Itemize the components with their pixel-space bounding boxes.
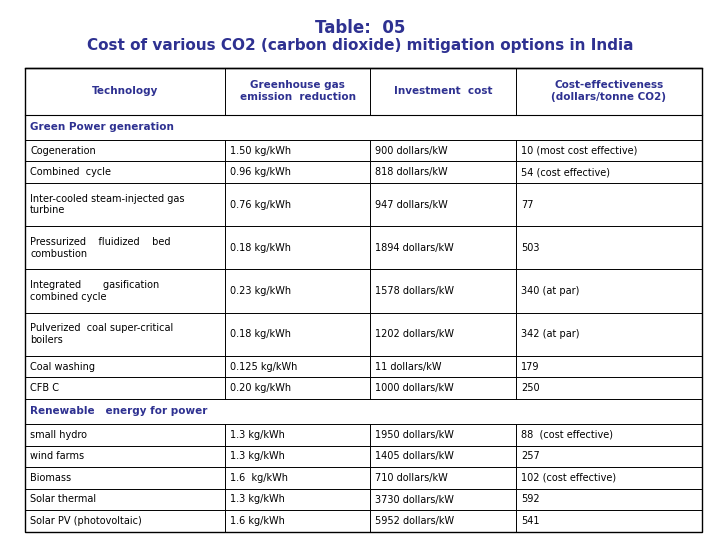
Text: Integrated       gasification
combined cycle: Integrated gasification combined cycle <box>30 280 160 302</box>
Text: wind farms: wind farms <box>30 451 84 461</box>
Text: 1.3 kg/kWh: 1.3 kg/kWh <box>230 430 285 440</box>
Text: 900 dollars/kW: 900 dollars/kW <box>375 146 448 156</box>
Text: Greenhouse gas
emission  reduction: Greenhouse gas emission reduction <box>240 80 356 102</box>
Text: Pulverized  coal super-critical
boilers: Pulverized coal super-critical boilers <box>30 323 174 345</box>
Text: 11 dollars/kW: 11 dollars/kW <box>375 362 442 372</box>
Text: 0.23 kg/kWh: 0.23 kg/kWh <box>230 286 291 296</box>
Text: Cogeneration: Cogeneration <box>30 146 96 156</box>
Text: Table:  05: Table: 05 <box>315 19 405 37</box>
Text: 1.3 kg/kWh: 1.3 kg/kWh <box>230 495 285 504</box>
Text: 1405 dollars/kW: 1405 dollars/kW <box>375 451 454 461</box>
Text: CFB C: CFB C <box>30 383 59 393</box>
Text: 1578 dollars/kW: 1578 dollars/kW <box>375 286 454 296</box>
Text: 1.6 kg/kWh: 1.6 kg/kWh <box>230 516 285 526</box>
Text: 503: 503 <box>521 243 539 253</box>
Text: 342 (at par): 342 (at par) <box>521 329 580 339</box>
Text: small hydro: small hydro <box>30 430 87 440</box>
Text: Investment  cost: Investment cost <box>394 86 492 96</box>
Text: 541: 541 <box>521 516 539 526</box>
Text: 0.125 kg/kWh: 0.125 kg/kWh <box>230 362 297 372</box>
Text: 10 (most cost effective): 10 (most cost effective) <box>521 146 637 156</box>
Text: Pressurized    fluidized    bed
combustion: Pressurized fluidized bed combustion <box>30 237 171 259</box>
Text: 1.6  kg/kWh: 1.6 kg/kWh <box>230 473 288 483</box>
Text: 3730 dollars/kW: 3730 dollars/kW <box>375 495 454 504</box>
Text: Coal washing: Coal washing <box>30 362 95 372</box>
Text: Renewable   energy for power: Renewable energy for power <box>30 407 207 416</box>
Text: 102 (cost effective): 102 (cost effective) <box>521 473 616 483</box>
Text: 1202 dollars/kW: 1202 dollars/kW <box>375 329 454 339</box>
Text: 818 dollars/kW: 818 dollars/kW <box>375 167 448 177</box>
Text: Technology: Technology <box>92 86 158 96</box>
Text: 1.50 kg/kWh: 1.50 kg/kWh <box>230 146 291 156</box>
Text: 340 (at par): 340 (at par) <box>521 286 580 296</box>
Text: Solar PV (photovoltaic): Solar PV (photovoltaic) <box>30 516 142 526</box>
Text: 0.20 kg/kWh: 0.20 kg/kWh <box>230 383 291 393</box>
Text: 1000 dollars/kW: 1000 dollars/kW <box>375 383 454 393</box>
Text: 1.3 kg/kWh: 1.3 kg/kWh <box>230 451 285 461</box>
Text: 0.96 kg/kWh: 0.96 kg/kWh <box>230 167 291 177</box>
Text: 0.18 kg/kWh: 0.18 kg/kWh <box>230 329 291 339</box>
Text: Combined  cycle: Combined cycle <box>30 167 112 177</box>
Text: 88  (cost effective): 88 (cost effective) <box>521 430 613 440</box>
Text: Cost of various CO2 (carbon dioxide) mitigation options in India: Cost of various CO2 (carbon dioxide) mit… <box>86 38 634 53</box>
Text: 179: 179 <box>521 362 539 372</box>
Text: Green Power generation: Green Power generation <box>30 123 174 132</box>
Text: 5952 dollars/kW: 5952 dollars/kW <box>375 516 454 526</box>
Text: Solar thermal: Solar thermal <box>30 495 96 504</box>
Text: 54 (cost effective): 54 (cost effective) <box>521 167 610 177</box>
Text: 77: 77 <box>521 200 534 210</box>
Text: 257: 257 <box>521 451 540 461</box>
Text: 592: 592 <box>521 495 539 504</box>
Text: Inter-cooled steam-injected gas
turbine: Inter-cooled steam-injected gas turbine <box>30 194 185 215</box>
Text: 710 dollars/kW: 710 dollars/kW <box>375 473 448 483</box>
Text: 947 dollars/kW: 947 dollars/kW <box>375 200 448 210</box>
Bar <box>25 68 702 532</box>
Text: 250: 250 <box>521 383 539 393</box>
Text: 1894 dollars/kW: 1894 dollars/kW <box>375 243 454 253</box>
Text: 0.18 kg/kWh: 0.18 kg/kWh <box>230 243 291 253</box>
Text: Cost-effectiveness
(dollars/tonne CO2): Cost-effectiveness (dollars/tonne CO2) <box>552 80 667 102</box>
Text: Biomass: Biomass <box>30 473 71 483</box>
Text: 0.76 kg/kWh: 0.76 kg/kWh <box>230 200 291 210</box>
Text: 1950 dollars/kW: 1950 dollars/kW <box>375 430 454 440</box>
